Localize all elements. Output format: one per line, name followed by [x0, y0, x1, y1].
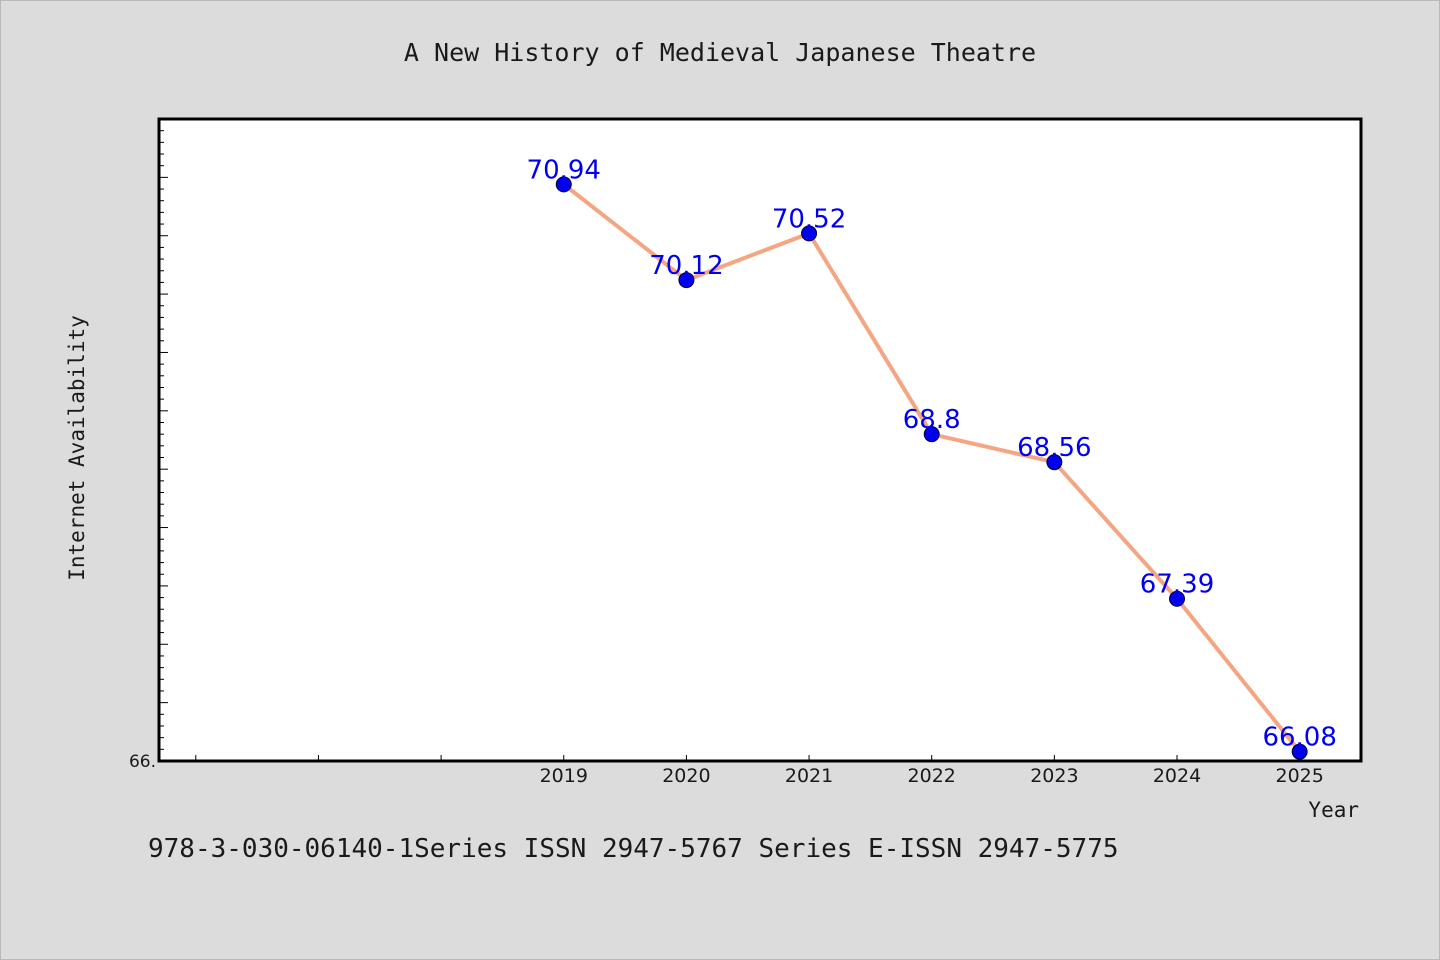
data-label: 68.8: [903, 405, 961, 435]
chart-title: A New History of Medieval Japanese Theat…: [404, 38, 1036, 67]
data-point: [555, 176, 572, 193]
series-layer: 70.94 70.12 70.52 68.8 68.56 67.39 66.08: [527, 155, 1337, 760]
data-point: [923, 426, 940, 443]
data-label: 66.08: [1262, 723, 1336, 753]
footer-isbn-text: 978-3-030-06140-1Series ISSN 2947-5767 S…: [148, 834, 1119, 864]
data-point: [1046, 454, 1063, 471]
y-axis-label: Internet Availability: [65, 315, 89, 581]
data-label: 68.56: [1017, 433, 1091, 463]
data-point: [678, 272, 695, 289]
data-label: 70.52: [772, 204, 846, 234]
data-point: [1291, 743, 1308, 760]
x-tick-label: 2021: [785, 765, 833, 787]
x-tick-label: 2023: [1030, 765, 1078, 787]
x-tick-label: 2024: [1153, 765, 1201, 787]
data-point: [801, 225, 818, 242]
x-tick-label: 2020: [662, 765, 710, 787]
data-point: [1169, 590, 1186, 607]
x-axis-ticks: 2019 2020 2021 2022 2023 2024 2025: [195, 755, 1324, 787]
x-tick-label: 2025: [1275, 765, 1323, 787]
x-tick-label: 2022: [908, 765, 956, 787]
x-tick-label: 2019: [540, 765, 588, 787]
x-axis-label: Year: [1308, 798, 1359, 822]
data-label: 70.12: [649, 251, 723, 281]
y-axis-ticks: [159, 130, 168, 762]
y-tick-label: 66.: [129, 752, 156, 772]
data-label: 70.94: [527, 155, 601, 185]
plot-area: [157, 117, 1363, 763]
data-label: 67.39: [1140, 570, 1214, 600]
